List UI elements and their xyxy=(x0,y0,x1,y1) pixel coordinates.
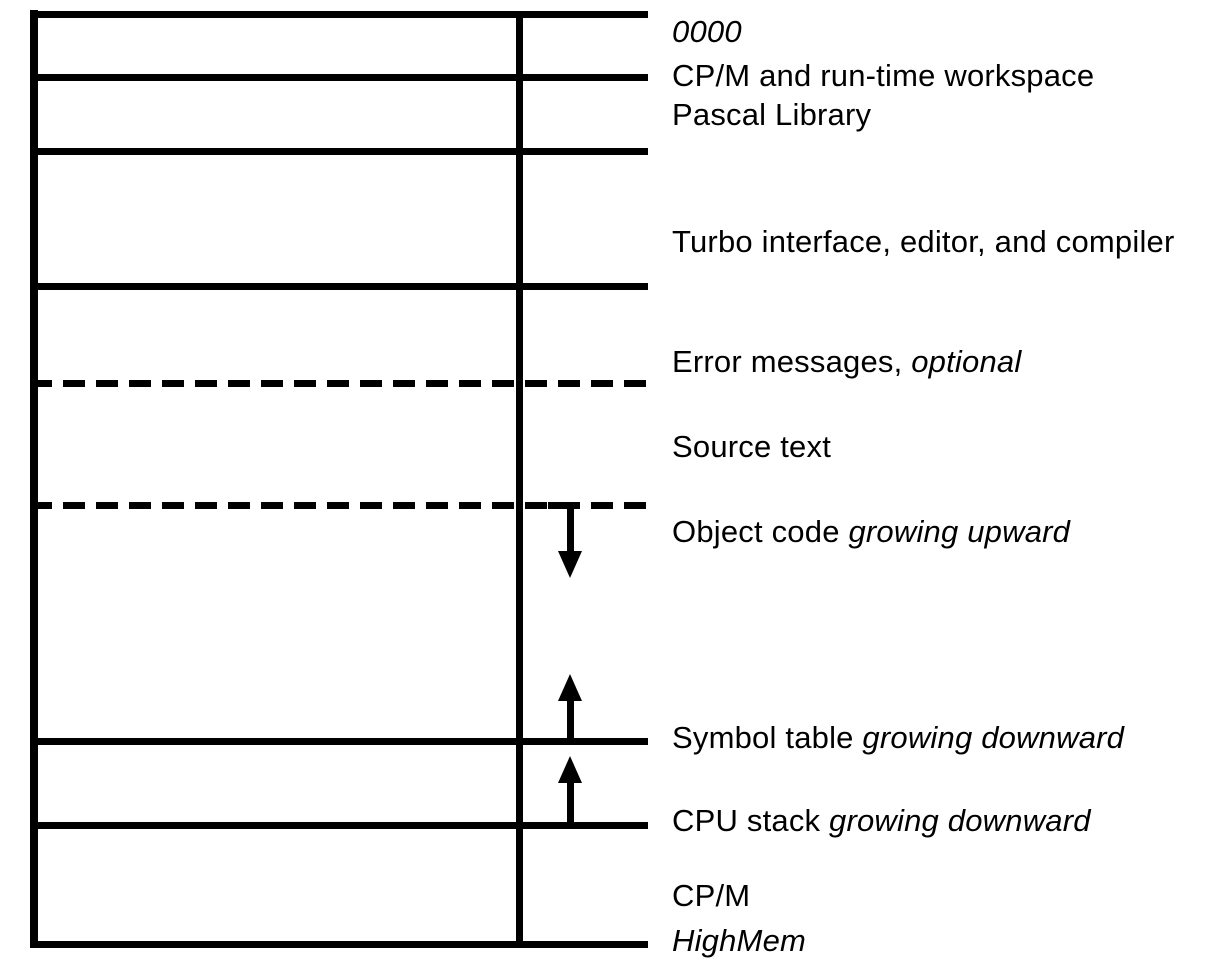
label-pascal-library: Pascal Library xyxy=(672,97,872,132)
boundary-pascal-library xyxy=(30,148,648,155)
label-symbol-table-growing-downward: Symbol table growing downward xyxy=(672,720,1125,755)
up-arrow-icon xyxy=(558,674,582,701)
memory-box-left-edge xyxy=(30,10,38,948)
arrow-shaft xyxy=(567,698,574,738)
arrow-shaft xyxy=(567,505,574,553)
dashed-boundary-object-code xyxy=(30,502,648,509)
up-arrow-icon xyxy=(558,756,582,783)
boundary-symbol-table xyxy=(30,738,648,745)
label-source-text: Source text xyxy=(672,429,832,464)
label-address-0000: 0000 xyxy=(672,14,742,49)
boundary-bottom-highmem xyxy=(30,941,648,948)
label-turbo-interface-editor-compiler: Turbo interface, editor, and compiler xyxy=(672,224,1175,259)
label-highmem: HighMem xyxy=(672,923,807,958)
memory-box-inner-vertical-line xyxy=(516,11,523,948)
boundary-turbo-interface xyxy=(30,283,648,290)
label-cpm: CP/M xyxy=(672,878,751,913)
dashed-boundary-error-messages xyxy=(30,380,648,387)
down-arrow-icon xyxy=(558,551,582,578)
label-error-messages-optional: Error messages, optional xyxy=(672,344,1022,379)
label-cpu-stack-growing-downward: CPU stack growing downward xyxy=(672,803,1091,838)
label-cpm-runtime-workspace: CP/M and run-time workspace xyxy=(672,58,1095,93)
boundary-cpm-workspace xyxy=(30,74,648,81)
label-object-code-growing-upward: Object code growing upward xyxy=(672,514,1071,549)
arrow-shaft xyxy=(567,780,574,822)
boundary-cpu-stack xyxy=(30,822,648,829)
arrow-jog xyxy=(548,502,574,509)
boundary-top-0000 xyxy=(30,11,648,18)
